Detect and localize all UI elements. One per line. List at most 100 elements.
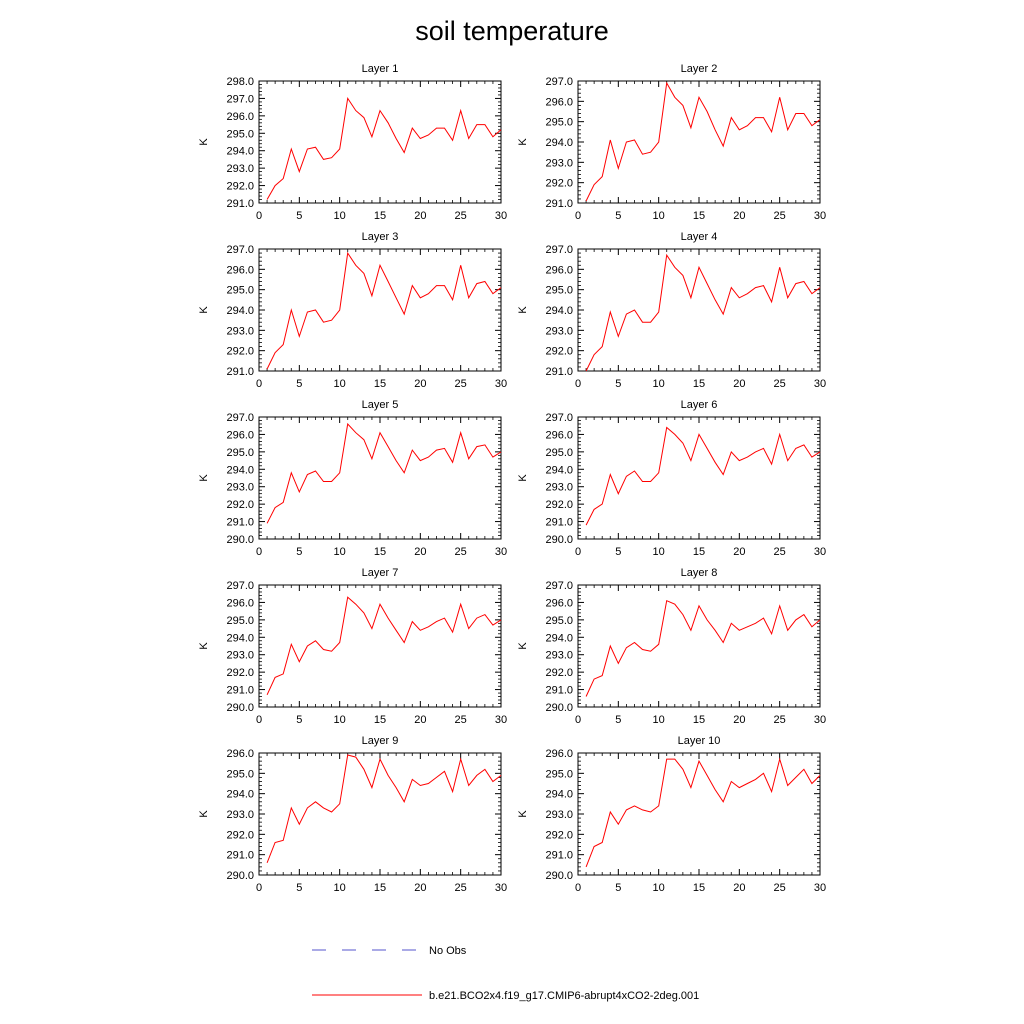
- y-axis-label: K: [517, 642, 529, 650]
- x-tick-label: 30: [495, 378, 507, 390]
- panel-layer-4: Layer 4 0 5 10 15 20 25 30 291.0 292.0 293.0 294.0 2…: [517, 231, 826, 390]
- y-tick-label: 296.0: [545, 748, 573, 760]
- x-tick-label: 10: [334, 882, 346, 894]
- x-tick-label: 20: [414, 714, 426, 726]
- x-tick-label: 30: [814, 378, 826, 390]
- y-tick-label: 295.0: [545, 447, 573, 459]
- y-tick-label: 293.0: [545, 482, 573, 494]
- y-tick-label: 290.0: [545, 870, 573, 882]
- y-tick-label: 292.0: [226, 499, 254, 511]
- x-tick-label: 5: [296, 378, 302, 390]
- y-tick-label: 295.0: [545, 285, 573, 297]
- x-tick-label: 5: [296, 546, 302, 558]
- x-tick-label: 25: [455, 378, 467, 390]
- y-tick-label: 292.0: [226, 829, 254, 841]
- y-tick-label: 295.0: [226, 768, 254, 780]
- y-tick-label: 291.0: [226, 517, 254, 529]
- x-tick-label: 30: [814, 210, 826, 222]
- panel-title: Layer 7: [362, 567, 399, 579]
- panel-layer-5: Layer 5 0 5 10 15 20 25 30 290.0 291.0 292.0 293.0 2…: [198, 399, 507, 558]
- x-tick-label: 25: [455, 210, 467, 222]
- x-tick-label: 10: [334, 210, 346, 222]
- x-tick-label: 5: [615, 210, 621, 222]
- x-tick-label: 20: [733, 882, 745, 894]
- series-line: [585, 599, 821, 697]
- panel-title: Layer 9: [362, 735, 399, 747]
- panels-grid: Layer 10 5 10 15 20 25 30291.0292.0293.0294.02…: [198, 63, 826, 894]
- panel-title: Layer 10: [678, 735, 721, 747]
- x-tick-label: 20: [414, 378, 426, 390]
- y-tick-label: 296.0: [545, 96, 573, 108]
- plot-frame: [258, 416, 502, 540]
- x-tick-label: 10: [653, 210, 665, 222]
- x-tick-label: 25: [774, 546, 786, 558]
- y-tick-label: 292.0: [226, 181, 254, 193]
- series-line: [585, 81, 821, 202]
- y-tick-label: 291.0: [226, 850, 254, 862]
- y-tick-label: 297.0: [226, 93, 254, 105]
- y-tick-label: 290.0: [545, 702, 573, 714]
- x-tick-label: 30: [495, 210, 507, 222]
- y-tick-label: 296.0: [545, 429, 573, 441]
- y-tick-label: 292.0: [545, 346, 573, 358]
- x-tick-label: 15: [374, 546, 386, 558]
- panel-title: Layer 3: [362, 231, 399, 243]
- x-tick-label: 15: [374, 714, 386, 726]
- y-tick-label: 293.0: [545, 325, 573, 337]
- x-tick-label: 10: [653, 882, 665, 894]
- y-tick-label: 296.0: [226, 264, 254, 276]
- y-tick-label: 291.0: [545, 366, 573, 378]
- x-tick-label: 25: [774, 714, 786, 726]
- series-line: [585, 757, 821, 868]
- y-tick-label: 294.0: [226, 789, 254, 801]
- x-tick-label: 0: [256, 546, 262, 558]
- y-tick-label: 292.0: [545, 829, 573, 841]
- y-tick-label: 297.0: [226, 580, 254, 592]
- x-tick-label: 5: [615, 714, 621, 726]
- x-tick-label: 5: [296, 210, 302, 222]
- y-tick-label: 293.0: [226, 650, 254, 662]
- y-axis-label: K: [198, 474, 210, 482]
- y-tick-label: 291.0: [545, 517, 573, 529]
- x-tick-label: 0: [575, 714, 581, 726]
- x-tick-label: 0: [256, 882, 262, 894]
- series-line: [266, 596, 502, 696]
- panel-layer-2: Layer 2 0 5 10 15 20 25 30 291.0 292.0 293.0 294.0 2…: [517, 63, 826, 222]
- x-tick-label: 10: [334, 714, 346, 726]
- x-tick-label: 20: [733, 546, 745, 558]
- y-tick-label: 290.0: [226, 870, 254, 882]
- series-line: [585, 253, 821, 372]
- y-tick-label: 294.0: [226, 632, 254, 644]
- series-line: [585, 426, 821, 526]
- x-tick-label: 5: [296, 714, 302, 726]
- plot-frame: [577, 80, 821, 204]
- panel-title: Layer 5: [362, 399, 399, 411]
- x-tick-label: 30: [495, 882, 507, 894]
- y-tick-label: 294.0: [545, 789, 573, 801]
- y-tick-label: 291.0: [226, 685, 254, 697]
- y-tick-label: 292.0: [545, 178, 573, 190]
- y-tick-label: 292.0: [226, 667, 254, 679]
- panel-title: Layer 1: [362, 63, 399, 75]
- legend-label-model-run: b.e21.BCO2x4.f19_g17.CMIP6-abrupt4xCO2-2…: [429, 990, 699, 1002]
- panel-layer-1: Layer 1 0 5 10 15 20 25 30 291.0 292.0 293.0 294.0 2…: [198, 63, 507, 222]
- x-tick-label: 15: [374, 882, 386, 894]
- legend: No Obs b.e21.BCO2x4.f19_g17.CMIP6-abrupt…: [312, 945, 699, 1002]
- x-tick-label: 15: [374, 378, 386, 390]
- y-tick-label: 293.0: [545, 809, 573, 821]
- y-tick-label: 297.0: [545, 244, 573, 256]
- y-tick-label: 297.0: [226, 412, 254, 424]
- y-tick-label: 290.0: [226, 702, 254, 714]
- y-axis-label: K: [198, 810, 210, 818]
- series-line: [266, 97, 502, 200]
- y-axis-label: K: [517, 138, 529, 146]
- y-tick-label: 294.0: [545, 464, 573, 476]
- y-tick-label: 297.0: [545, 580, 573, 592]
- y-tick-label: 293.0: [545, 650, 573, 662]
- panel-title: Layer 4: [681, 231, 718, 243]
- x-tick-label: 30: [814, 714, 826, 726]
- x-tick-label: 25: [455, 546, 467, 558]
- y-tick-label: 290.0: [226, 534, 254, 546]
- x-tick-label: 15: [693, 546, 705, 558]
